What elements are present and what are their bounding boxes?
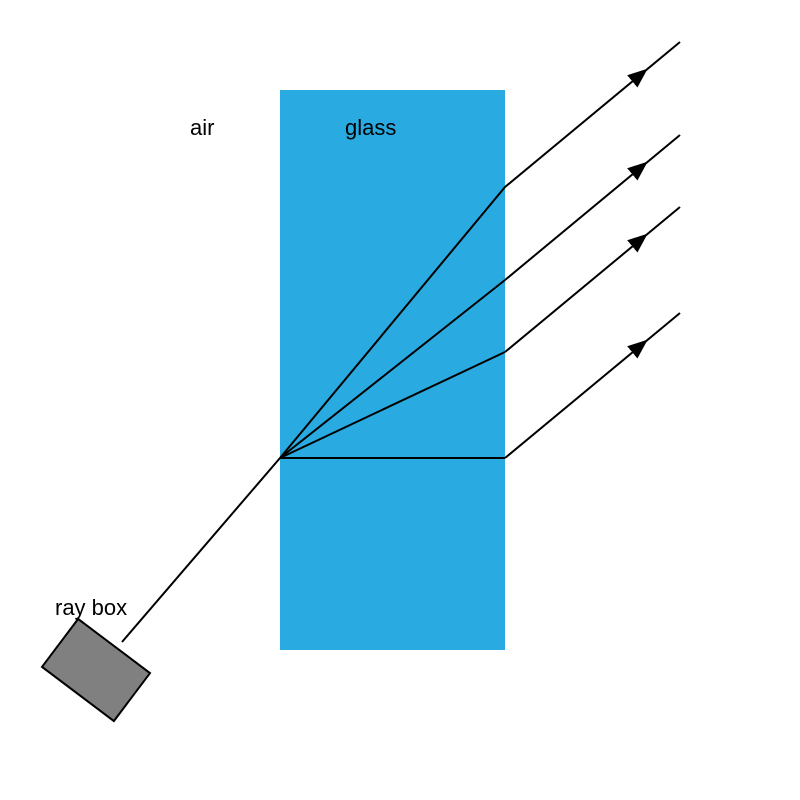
exit-ray-2: [505, 207, 680, 352]
refraction-diagram: air glass ray box: [0, 0, 800, 800]
diagram-svg: [0, 0, 800, 800]
exit-ray-arrow-2: [639, 240, 640, 241]
air-label: air: [190, 115, 214, 141]
exit-ray-arrow-3: [639, 346, 640, 347]
incident-ray: [122, 458, 280, 642]
exit-ray-1: [505, 135, 680, 280]
ray-box-shape: [42, 619, 150, 721]
exit-ray-3: [505, 313, 680, 458]
exit-ray-0: [505, 42, 680, 187]
glass-label: glass: [345, 115, 396, 141]
exit-ray-arrow-0: [639, 75, 640, 76]
raybox-label: ray box: [55, 595, 127, 621]
exit-ray-arrow-1: [639, 168, 640, 169]
